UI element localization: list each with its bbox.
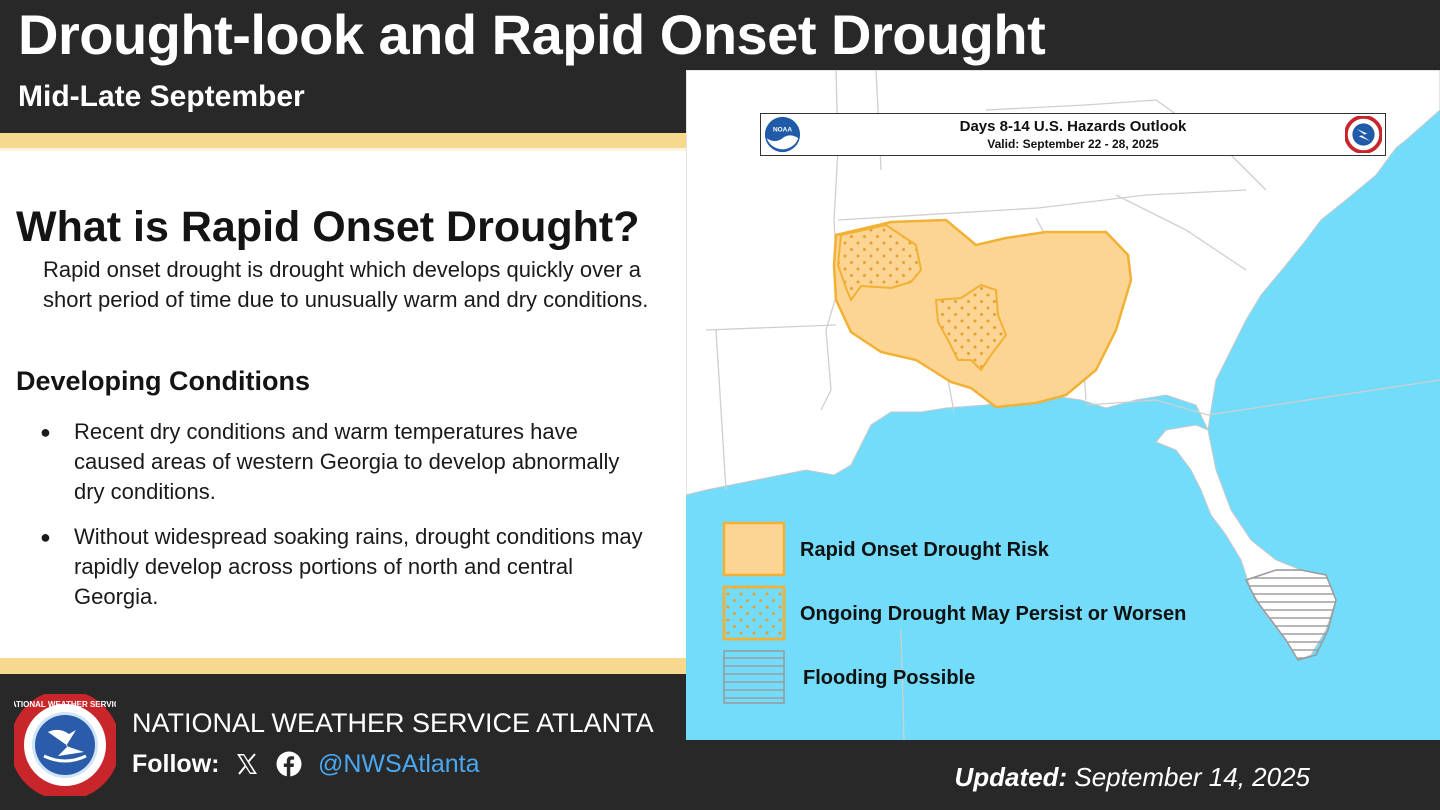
map-graphic: [686, 70, 1440, 740]
updated-timestamp: Updated: September 14, 2025: [954, 762, 1310, 793]
social-handle-link[interactable]: @NWSAtlanta: [318, 750, 480, 778]
legend-swatch-ongoing-bg: [722, 585, 786, 641]
conditions-list: ● Recent dry conditions and warm tempera…: [40, 417, 650, 627]
follow-label: Follow:: [132, 750, 220, 778]
outlook-title: Days 8-14 U.S. Hazards Outlook: [959, 118, 1187, 135]
legend-label-ongoing: Ongoing Drought May Persist or Worsen: [800, 603, 1187, 625]
question-heading: What is Rapid Onset Drought?: [16, 203, 640, 251]
flooding-possible-area: [1244, 569, 1337, 661]
list-item: ● Without widespread soaking rains, drou…: [40, 522, 650, 612]
nws-mini-logo-icon: [1345, 116, 1382, 153]
updated-date: September 14, 2025: [1074, 762, 1310, 792]
left-top-stripe-thin: [0, 148, 686, 151]
legend-swatch-risk: [722, 521, 786, 577]
page-subtitle: Mid-Late September: [18, 80, 305, 113]
legend-label-flood: Flooding Possible: [803, 667, 976, 689]
facebook-icon[interactable]: [276, 751, 302, 777]
developing-conditions-heading: Developing Conditions: [16, 366, 310, 396]
left-bottom-stripe: [0, 658, 694, 674]
ongoing-drought-area-west: [836, 223, 923, 303]
legend-swatch-ongoing: [722, 585, 786, 641]
info-panel: What is Rapid Onset Drought? Rapid onset…: [0, 151, 686, 658]
hazards-map: [686, 70, 1440, 740]
bullet-icon: ●: [40, 527, 51, 547]
ongoing-drought-area-central: [934, 283, 1008, 372]
bullet-text: Recent dry conditions and warm temperatu…: [74, 419, 620, 504]
updated-label: Updated:: [954, 762, 1068, 792]
x-social-icon[interactable]: [235, 752, 259, 776]
legend-swatch-flood: [723, 650, 785, 704]
outlook-title-box: NOAA Days 8-14 U.S. Hazards Outlook Vali…: [760, 113, 1386, 156]
noaa-logo-text: NOAA: [773, 127, 792, 134]
definition-text: Rapid onset drought is drought which dev…: [43, 257, 649, 312]
outlook-valid-dates: Valid: September 22 - 28, 2025: [987, 137, 1159, 151]
page-title: Drought-look and Rapid Onset Drought: [18, 3, 1046, 66]
noaa-logo-icon: NOAA: [764, 116, 801, 153]
bullet-text: Without widespread soaking rains, drough…: [74, 524, 643, 609]
left-top-stripe: [0, 133, 694, 148]
nws-logo-text: NATIONAL WEATHER SERVICE: [14, 700, 116, 709]
nws-logo: NATIONAL WEATHER SERVICE: [14, 694, 116, 796]
bullet-icon: ●: [40, 422, 51, 442]
office-name: NATIONAL WEATHER SERVICE ATLANTA: [132, 708, 654, 738]
list-item: ● Recent dry conditions and warm tempera…: [40, 417, 650, 507]
legend-label-risk: Rapid Onset Drought Risk: [800, 539, 1049, 561]
